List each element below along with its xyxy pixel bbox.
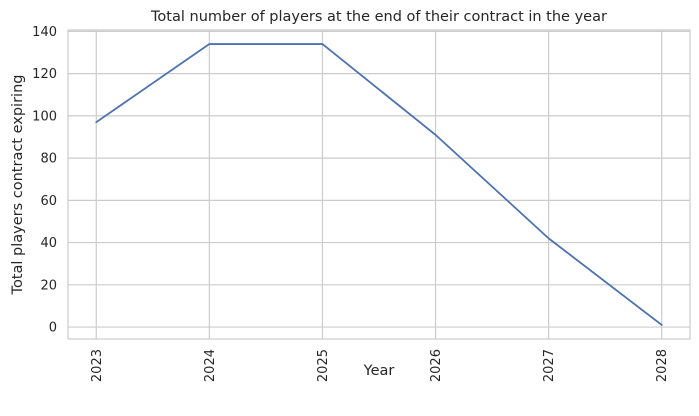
- y-tick-label: 40: [40, 236, 57, 251]
- x-tick-label: 2025: [316, 349, 331, 382]
- plot-frame: [67, 29, 691, 340]
- grid-lines: [68, 30, 690, 339]
- y-tick-label: 0: [49, 321, 57, 336]
- x-tick-label: 2026: [429, 349, 444, 382]
- y-axis-ticks: 0 20 40 60 80 100 120 140: [32, 25, 57, 336]
- y-axis-label: Total players contract expiring: [10, 75, 26, 296]
- x-tick-label: 2028: [655, 349, 670, 382]
- y-tick-label: 120: [32, 67, 57, 82]
- x-axis-label: Year: [363, 363, 395, 379]
- y-tick-label: 20: [40, 278, 57, 293]
- x-tick-label: 2023: [90, 349, 105, 382]
- y-tick-label: 140: [32, 25, 57, 40]
- x-tick-label: 2024: [203, 349, 218, 382]
- chart-title: Total number of players at the end of th…: [150, 9, 607, 25]
- y-tick-label: 100: [32, 109, 57, 124]
- x-tick-label: 2027: [542, 349, 557, 382]
- series-layer: [95, 43, 663, 326]
- series-line: [95, 43, 663, 326]
- x-axis-ticks: 2023 2024 2025 2026 2027 2028: [90, 349, 670, 382]
- y-tick-label: 80: [40, 152, 57, 167]
- y-tick-label: 60: [40, 194, 57, 209]
